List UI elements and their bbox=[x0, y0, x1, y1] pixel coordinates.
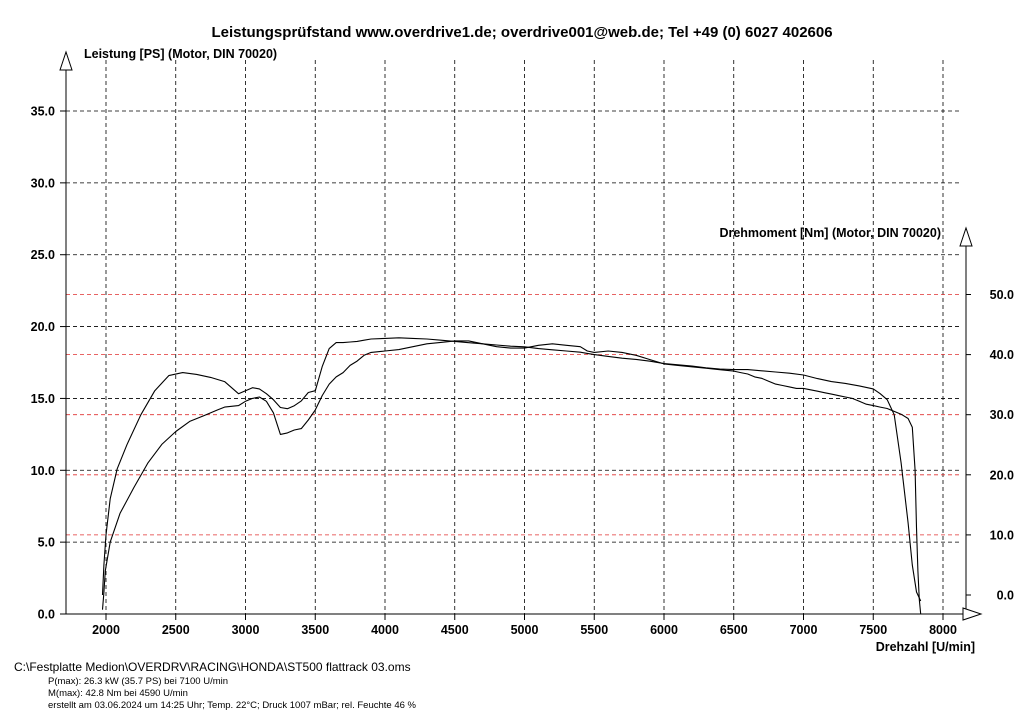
x-tick-label: 8000 bbox=[929, 623, 957, 637]
right-tick-label: 40.0 bbox=[990, 348, 1014, 362]
x-tick-label: 6000 bbox=[650, 623, 678, 637]
x-axis-arrow bbox=[962, 607, 983, 621]
x-tick-label: 2500 bbox=[162, 623, 190, 637]
left-tick-label: 10.0 bbox=[31, 464, 55, 478]
left-tick-label: 25.0 bbox=[31, 248, 55, 262]
left-tick-label: 20.0 bbox=[31, 320, 55, 334]
left-y-axis-arrow bbox=[59, 50, 73, 71]
x-tick-label: 7000 bbox=[790, 623, 818, 637]
left-tick-label: 15.0 bbox=[31, 392, 55, 406]
grid-left bbox=[66, 60, 960, 614]
x-tick-label: 5000 bbox=[511, 623, 539, 637]
x-tick-label: 5500 bbox=[580, 623, 608, 637]
left-y-axis-label: Leistung [PS] (Motor, DIN 70020) bbox=[84, 47, 277, 61]
curves bbox=[101, 337, 922, 615]
x-tick-label: 6500 bbox=[720, 623, 748, 637]
x-tick-label: 4000 bbox=[371, 623, 399, 637]
chart-title: Leistungsprüfstand www.overdrive1.de; ov… bbox=[211, 24, 832, 41]
x-tick-label: 2000 bbox=[92, 623, 120, 637]
power-curve bbox=[101, 340, 922, 615]
file-path: C:\Festplatte Medion\OVERDRV\RACING\HOND… bbox=[14, 660, 411, 674]
torque-curve bbox=[101, 337, 922, 602]
right-y-axis-label: Drehmoment [Nm] (Motor, DIN 70020) bbox=[719, 226, 941, 240]
x-tick-label: 4500 bbox=[441, 623, 469, 637]
x-tick-label: 3000 bbox=[232, 623, 260, 637]
left-tick-label: 5.0 bbox=[38, 536, 55, 550]
right-tick-label: 0.0 bbox=[997, 589, 1014, 603]
x-axis-label: Drehzahl [U/min] bbox=[876, 640, 975, 654]
x-tick-label: 3500 bbox=[301, 623, 329, 637]
x-tick-label: 7500 bbox=[859, 623, 887, 637]
right-y-axis-arrow bbox=[959, 226, 973, 247]
left-tick-label: 35.0 bbox=[31, 105, 55, 119]
tick-labels: 2000 2500 3000 3500 4000 4500 5000 5500 6000 6500… bbox=[31, 105, 1014, 638]
pmax-info: P(max): 26.3 kW (35.7 PS) bei 7100 U/min bbox=[48, 676, 229, 687]
left-tick-label: 30.0 bbox=[31, 176, 55, 190]
right-tick-label: 50.0 bbox=[990, 288, 1014, 302]
right-tick-label: 20.0 bbox=[990, 468, 1014, 482]
mmax-info: M(max): 42.8 Nm bei 4590 U/min bbox=[48, 688, 188, 699]
grid-right bbox=[66, 294, 960, 536]
left-tick-label: 0.0 bbox=[38, 608, 55, 622]
right-tick-label: 10.0 bbox=[990, 528, 1014, 542]
created-info: erstellt am 03.06.2024 um 14:25 Uhr; Tem… bbox=[48, 700, 416, 711]
axes bbox=[59, 50, 983, 621]
right-tick-label: 30.0 bbox=[990, 408, 1014, 422]
